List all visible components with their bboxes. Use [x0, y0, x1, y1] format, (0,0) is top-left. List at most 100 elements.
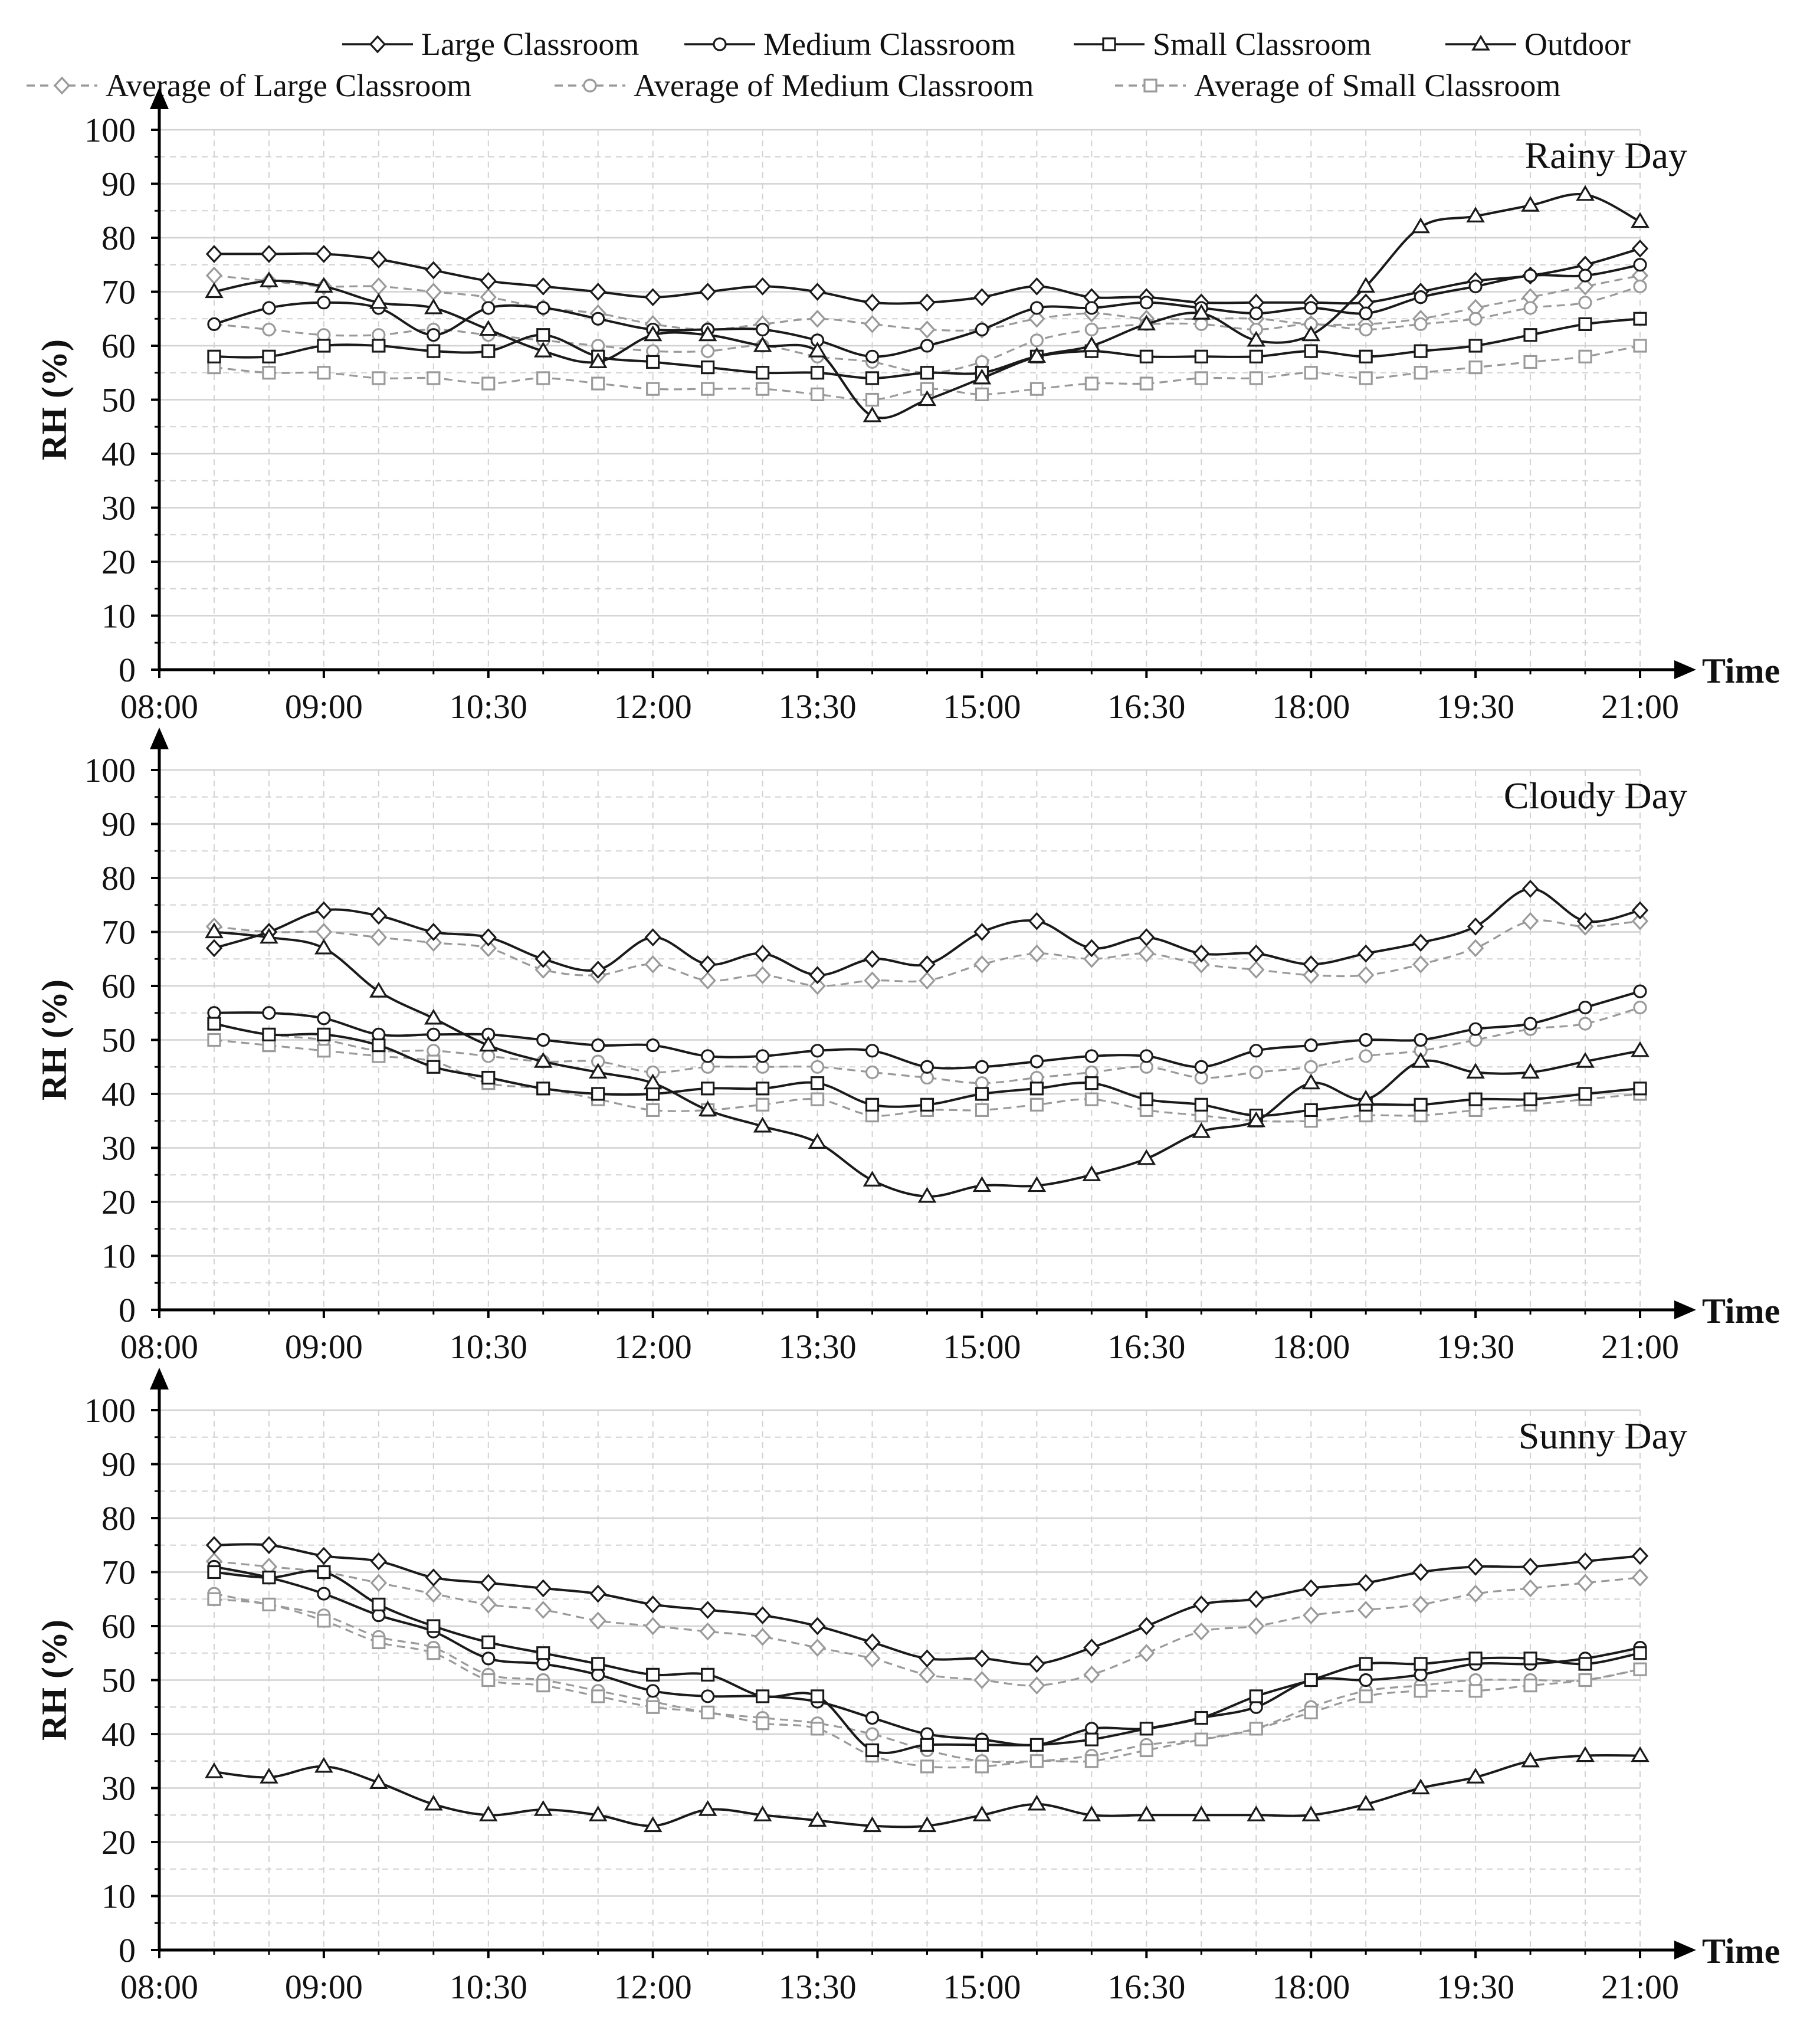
- data-point-small: [1523, 1651, 1537, 1666]
- data-point-outdoor: [1521, 1751, 1540, 1768]
- data-point-avg_large: [1193, 1622, 1210, 1641]
- data-point-avg_large: [425, 933, 442, 952]
- data-point-avg_small: [317, 1044, 331, 1058]
- data-point-small: [481, 1070, 496, 1085]
- y-tick-label: 90: [101, 1446, 136, 1484]
- data-point-outdoor: [1466, 1063, 1485, 1079]
- data-point-small: [810, 1689, 825, 1703]
- data-point-large: [1248, 1590, 1265, 1608]
- data-point-outdoor: [205, 922, 224, 939]
- data-point-outdoor: [1411, 1778, 1430, 1795]
- data-point-avg_large: [1357, 966, 1375, 985]
- data-point-avg_medium: [481, 1049, 496, 1063]
- legend-marker-small: [1102, 37, 1116, 51]
- data-point-outdoor: [808, 1133, 827, 1149]
- y-axis-title: RH (%): [35, 979, 74, 1100]
- data-point-large: [534, 949, 552, 968]
- x-tick-label: 13:30: [778, 1968, 856, 2006]
- data-point-avg_small: [755, 1097, 770, 1112]
- data-point-avg_medium: [1194, 317, 1208, 332]
- data-point-avg_small: [1084, 1092, 1098, 1106]
- data-point-large: [1083, 1638, 1100, 1657]
- data-point-avg_large: [1467, 1584, 1484, 1603]
- x-tick-label: 16:30: [1107, 687, 1185, 726]
- data-point-avg_medium: [1084, 322, 1098, 337]
- data-point-outdoor: [1137, 1149, 1156, 1165]
- data-point-avg_large: [864, 1649, 881, 1668]
- y-tick-label: 10: [101, 1877, 136, 1916]
- data-point-avg_large: [480, 1595, 497, 1614]
- data-point-medium: [1194, 1060, 1208, 1074]
- data-point-avg_small: [262, 1597, 276, 1611]
- data-point-outdoor: [1576, 1746, 1595, 1762]
- data-point-large: [973, 288, 991, 307]
- y-tick-label: 20: [101, 1823, 136, 1862]
- data-point-avg_medium: [1578, 296, 1592, 310]
- data-point-large: [534, 1579, 552, 1598]
- panel-sunny-day: 0 10 20 30 40 50 60 70 80 90 100 08:00 09:00 10:30 12:…: [35, 1368, 1780, 2006]
- data-point-avg_large: [699, 1622, 716, 1641]
- data-point-large: [864, 1633, 881, 1651]
- data-point-outdoor: [808, 1811, 827, 1827]
- data-point-avg_medium: [1578, 1017, 1592, 1031]
- data-point-avg_medium: [701, 344, 715, 358]
- data-point-large: [1631, 901, 1649, 920]
- data-point-avg_small: [975, 1103, 989, 1117]
- data-point-avg_large: [1028, 944, 1045, 963]
- data-point-small: [975, 1087, 989, 1101]
- legend-label-outdoor: Outdoor: [1524, 27, 1631, 62]
- y-tick-label: 20: [101, 1183, 136, 1221]
- data-point-medium: [1523, 1017, 1537, 1031]
- legend-item-avg_large: Average of Large Classroom: [27, 68, 471, 103]
- data-point-large: [644, 1595, 661, 1614]
- y-tick-label: 90: [101, 165, 136, 204]
- y-tick-label: 100: [84, 1391, 136, 1430]
- data-point-medium: [1359, 306, 1373, 320]
- data-point-medium: [1414, 290, 1428, 304]
- data-point-avg_medium: [865, 1727, 880, 1741]
- data-point-large: [699, 283, 716, 301]
- data-point-avg_large: [1193, 955, 1210, 974]
- x-tick-label: 13:30: [778, 687, 856, 726]
- data-point-small: [920, 366, 934, 380]
- data-point-outdoor: [1027, 1794, 1047, 1811]
- y-tick-label: 30: [101, 1129, 136, 1168]
- data-point-avg_large: [809, 976, 826, 995]
- x-tick-label: 08:00: [120, 1328, 198, 1366]
- data-point-small: [865, 1097, 880, 1112]
- y-tick-label: 50: [101, 1661, 136, 1700]
- data-point-avg_small: [1304, 366, 1318, 380]
- series-medium: [207, 1559, 1647, 1752]
- data-point-avg_large: [1412, 955, 1429, 974]
- data-point-avg_small: [1523, 1679, 1537, 1693]
- data-point-medium: [646, 1038, 660, 1053]
- data-point-avg_large: [1631, 1568, 1649, 1587]
- data-point-small: [427, 344, 441, 358]
- data-point-avg_large: [370, 1574, 388, 1592]
- y-tick-label: 60: [101, 967, 136, 1005]
- data-point-outdoor: [588, 352, 608, 369]
- legend-item-medium: Medium Classroom: [684, 27, 1016, 62]
- data-point-avg_medium: [1633, 279, 1647, 293]
- data-point-large: [1467, 1557, 1484, 1576]
- data-point-small: [317, 1565, 331, 1579]
- series-avg_small: [207, 339, 1647, 407]
- data-point-small: [865, 371, 880, 385]
- x-tick-label: 10:30: [450, 1328, 527, 1366]
- data-point-outdoor: [1082, 336, 1101, 352]
- x-tick-label: 15:00: [943, 1968, 1021, 2006]
- data-point-outdoor: [588, 1063, 608, 1079]
- data-point-small: [1359, 349, 1373, 363]
- data-point-small: [1414, 1097, 1428, 1112]
- data-point-large: [1357, 1574, 1375, 1592]
- data-point-medium: [1139, 296, 1153, 310]
- x-tick-label: 19:30: [1437, 687, 1514, 726]
- data-point-large: [370, 906, 388, 925]
- x-tick-label: 10:30: [450, 687, 527, 726]
- data-point-outdoor: [1631, 212, 1650, 228]
- data-point-medium: [1633, 258, 1647, 272]
- data-point-large: [370, 250, 388, 268]
- data-point-large: [480, 1574, 497, 1592]
- legend-item-avg_medium: Average of Medium Classroom: [555, 68, 1034, 103]
